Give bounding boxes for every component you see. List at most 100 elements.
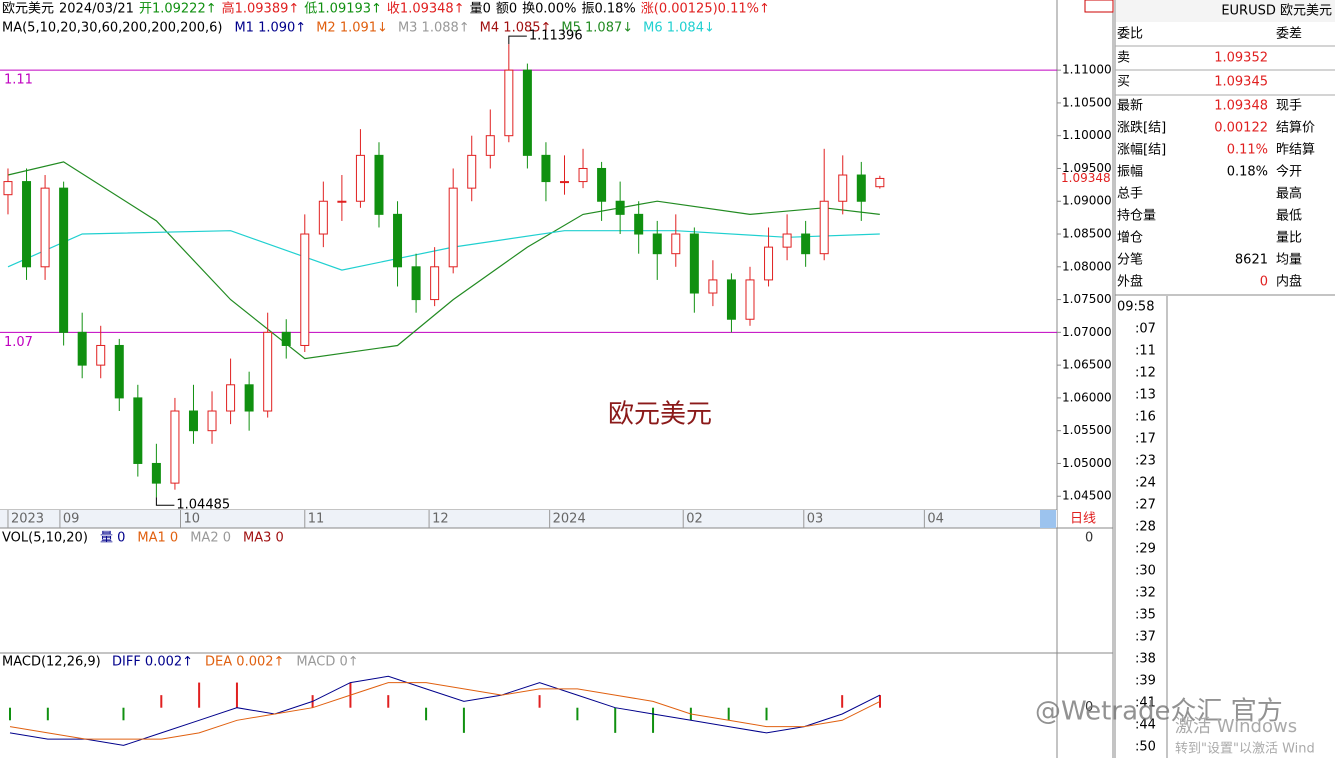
macd-line [9, 682, 881, 740]
quote-label: 量比 [1276, 231, 1302, 246]
y-tick-label: 1.05000 [1062, 456, 1112, 470]
header-item: 涨(0.00125)0.11%↑ [641, 2, 770, 17]
low-pointer [155, 497, 175, 506]
quote-label: 增仓 [1117, 231, 1143, 246]
candle-body [615, 200, 625, 215]
header-item: 收1.09348↑ [387, 2, 465, 17]
candle-body [764, 246, 774, 281]
candle-body [689, 233, 699, 294]
panel-item: MACD 0↑ [296, 655, 358, 670]
quote-label: 今开 [1276, 164, 1302, 180]
axis-label: 0 [1085, 700, 1093, 715]
header-item: 量0 [470, 2, 491, 17]
time-axis [0, 510, 1057, 528]
y-tick-label: 1.05500 [1062, 423, 1112, 437]
axis-label: 0 [1085, 531, 1093, 546]
candle-body [77, 331, 87, 366]
candle-body [708, 279, 718, 294]
quote-label: 分笔 [1117, 252, 1143, 268]
candle-body [244, 384, 254, 412]
candle-body [875, 177, 885, 188]
quote-label: 最低 [1276, 209, 1302, 224]
candle-body [337, 200, 347, 203]
candle-body [819, 200, 829, 255]
macd-bar [46, 707, 49, 721]
candle-body [355, 154, 365, 202]
header-item: 振0.18% [581, 2, 635, 17]
y-tick-label: 1.07500 [1062, 292, 1112, 306]
tick-time: :41 [1135, 696, 1156, 711]
y-tick-label: 1.06000 [1062, 390, 1112, 404]
panel-item: DIFF 0.002↑ [112, 655, 193, 670]
candle-body [170, 410, 180, 484]
candle-body [318, 200, 328, 235]
high-pointer [508, 35, 527, 45]
candle-body [151, 462, 161, 484]
x-tick-label: 04 [927, 512, 944, 527]
quote-label: 振幅 [1117, 165, 1143, 180]
header-item: 高1.09389↑ [222, 1, 300, 17]
macd-bar [425, 707, 428, 721]
quote-label: 内盘 [1276, 274, 1302, 290]
y-tick-label: 1.08000 [1062, 259, 1112, 273]
macd-bar [652, 707, 655, 733]
candle-body [559, 181, 569, 184]
macd-bar [538, 695, 541, 708]
y-tick-label: 1.08500 [1062, 227, 1112, 241]
candle-body [374, 154, 384, 215]
candle-body [411, 266, 421, 301]
quote-label: 持仓量 [1117, 209, 1156, 224]
macd-bar [160, 695, 163, 708]
x-tick-label: 10 [183, 512, 200, 527]
quote-label: 涨幅[结] [1117, 143, 1166, 158]
x-tick-label: 03 [807, 512, 824, 527]
y-tick-label: 1.10000 [1062, 128, 1112, 142]
ma-item: M2 1.091↓ [316, 21, 388, 36]
last-price-label: 1.09348 [1061, 171, 1111, 185]
quote-value: 0.18% [1227, 165, 1268, 180]
candle-body [801, 233, 811, 255]
quote-value: 1.09345 [1214, 75, 1268, 90]
macd-bar [727, 707, 730, 721]
candle-body [485, 135, 495, 156]
quote-label: 昨结算 [1276, 143, 1315, 158]
level-label: 1.11 [4, 73, 33, 88]
scroll-thumb[interactable] [1040, 510, 1056, 528]
period-label[interactable]: 日线 [1070, 512, 1096, 527]
os-watermark: 激活 Windows [1175, 716, 1297, 737]
quote-value: 0.00122 [1214, 121, 1268, 136]
chart-title: 欧元美元 [608, 400, 712, 430]
ma-item: M5 1.087↓ [561, 21, 633, 36]
os-watermark: 转到"设置"以激活 Wind [1175, 742, 1315, 757]
quote-value: 1.09352 [1214, 51, 1268, 66]
quote-label: 委比 [1117, 27, 1143, 42]
quote-label: 卖 [1117, 51, 1130, 66]
macd-line [9, 675, 881, 746]
window-button[interactable] [1084, 0, 1114, 13]
quote-value: 8621 [1235, 253, 1268, 268]
panel-title: MACD(12,26,9) [2, 655, 101, 670]
quote-label: 涨跌[结] [1117, 120, 1166, 136]
candle-body [541, 154, 551, 183]
candle-body [838, 174, 848, 202]
macd-bar [198, 682, 201, 708]
quote-title-bg [1116, 0, 1335, 22]
tick-time: :30 [1135, 564, 1156, 579]
candle-body [522, 69, 532, 156]
y-tick-label: 1.11000 [1062, 63, 1112, 77]
candle-body [96, 344, 106, 366]
tick-time: :23 [1135, 454, 1156, 469]
ma-item: M3 1.088↑ [398, 21, 470, 36]
tick-time: :27 [1135, 498, 1156, 513]
candle-body [856, 174, 866, 202]
macd-bar [841, 695, 844, 708]
candle-body [40, 187, 50, 268]
tick-time: :24 [1135, 476, 1156, 491]
macd-bar [765, 707, 768, 721]
tick-time: :07 [1135, 322, 1156, 337]
high-label: 1.11396 [529, 29, 583, 44]
candle-body [448, 187, 458, 268]
quote-value: 1.09348 [1214, 99, 1268, 114]
tick-time: :13 [1135, 388, 1156, 403]
